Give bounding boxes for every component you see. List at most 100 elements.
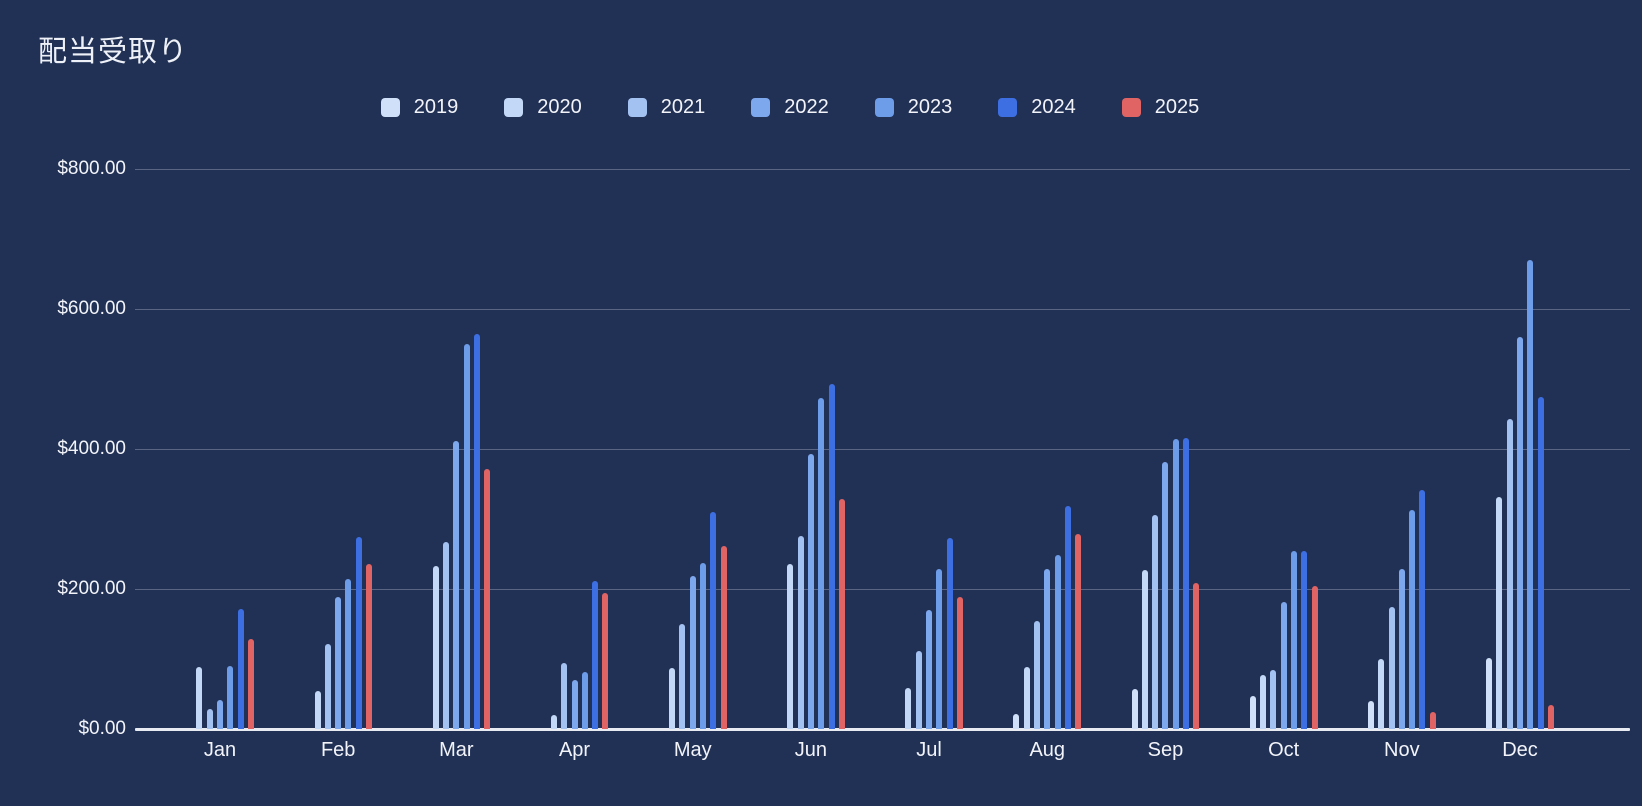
bar-2023-Sep[interactable] xyxy=(1172,439,1179,729)
bar-2020-Feb[interactable] xyxy=(314,691,321,729)
y-axis-label-600: $600.00 xyxy=(57,298,126,319)
bar-2022-Nov[interactable] xyxy=(1398,568,1405,729)
bar-2024-Feb[interactable] xyxy=(355,536,362,729)
bar-2022-Apr[interactable] xyxy=(571,680,578,729)
bar-2020-May[interactable] xyxy=(669,668,676,729)
bar-2020-Nov[interactable] xyxy=(1378,659,1385,729)
bar-2021-May[interactable] xyxy=(679,624,686,729)
legend-item-2023[interactable]: 2023 xyxy=(874,96,953,119)
bar-2020-Jul[interactable] xyxy=(905,687,912,729)
x-axis-label-Apr: Apr xyxy=(558,739,591,761)
bar-2020-Jun[interactable] xyxy=(787,563,794,729)
bar-2024-Aug[interactable] xyxy=(1064,506,1071,729)
y-axis-label-0: $0.00 xyxy=(78,718,126,739)
bar-2024-Dec[interactable] xyxy=(1537,396,1544,729)
bar-2025-Aug[interactable] xyxy=(1075,533,1082,729)
legend-item-2022[interactable]: 2022 xyxy=(751,96,829,119)
bar-2022-May[interactable] xyxy=(689,576,696,729)
bar-2021-Mar[interactable] xyxy=(443,542,450,729)
bar-2020-Oct[interactable] xyxy=(1260,675,1267,729)
bar-2023-Dec[interactable] xyxy=(1527,260,1534,729)
bar-2025-May[interactable] xyxy=(720,545,727,729)
legend-item-2019[interactable]: 2019 xyxy=(380,96,458,119)
legend-item-2020[interactable]: 2020 xyxy=(504,96,582,119)
bar-2021-Jul[interactable] xyxy=(915,650,922,729)
bar-2022-Dec[interactable] xyxy=(1516,337,1523,729)
bar-2025-Apr[interactable] xyxy=(602,592,609,729)
bar-2021-Nov[interactable] xyxy=(1388,606,1395,729)
bar-2025-Jun[interactable] xyxy=(838,499,845,729)
x-axis-label-Jan: Jan xyxy=(203,739,237,761)
bar-2024-Oct[interactable] xyxy=(1301,550,1308,729)
y-axis-label-200: $200.00 xyxy=(57,578,126,599)
bar-2020-Apr[interactable] xyxy=(550,715,557,729)
bar-2024-Apr[interactable] xyxy=(592,580,599,729)
bar-2025-Oct[interactable] xyxy=(1311,586,1318,729)
bar-2024-Mar[interactable] xyxy=(473,334,480,729)
bar-2023-May[interactable] xyxy=(700,563,707,729)
chart-legend: 2019 2020 2021 2022 2023 2024 2025 xyxy=(0,96,1580,119)
bar-2024-Jan[interactable] xyxy=(237,609,244,729)
bar-2023-Aug[interactable] xyxy=(1054,555,1061,729)
bar-2021-Apr[interactable] xyxy=(561,662,568,729)
legend-swatch-2023 xyxy=(874,98,894,117)
bar-2021-Oct[interactable] xyxy=(1270,669,1277,729)
x-axis-label-Jul: Jul xyxy=(916,739,942,761)
bar-2021-Jan[interactable] xyxy=(206,708,213,729)
bar-2025-Mar[interactable] xyxy=(484,469,491,729)
bar-2021-Aug[interactable] xyxy=(1033,620,1040,729)
bar-2021-Dec[interactable] xyxy=(1506,418,1513,729)
bar-2022-Aug[interactable] xyxy=(1044,569,1051,729)
bar-2021-Feb[interactable] xyxy=(324,644,331,729)
bar-2019-Sep[interactable] xyxy=(1131,689,1138,729)
bar-2019-Nov[interactable] xyxy=(1367,701,1374,729)
bar-2019-Aug[interactable] xyxy=(1013,713,1020,729)
bar-2022-Jan[interactable] xyxy=(217,699,223,729)
bar-2020-Mar[interactable] xyxy=(432,565,439,729)
bar-2021-Sep[interactable] xyxy=(1152,514,1159,729)
legend-label-2023: 2023 xyxy=(907,96,953,118)
legend-item-2024[interactable]: 2024 xyxy=(998,96,1076,119)
legend-label-2024: 2024 xyxy=(1031,96,1076,118)
bar-2022-Oct[interactable] xyxy=(1280,602,1287,729)
bar-2023-Nov[interactable] xyxy=(1409,509,1416,729)
bar-2023-Jun[interactable] xyxy=(818,397,825,729)
bar-2020-Dec[interactable] xyxy=(1496,496,1503,729)
bar-2023-Jan[interactable] xyxy=(227,666,234,729)
bar-2024-Jul[interactable] xyxy=(946,537,953,729)
bar-2024-May[interactable] xyxy=(710,512,717,729)
bar-2022-Jun[interactable] xyxy=(807,453,814,729)
bar-2022-Feb[interactable] xyxy=(335,597,342,729)
bar-2023-Oct[interactable] xyxy=(1290,550,1297,729)
bar-2025-Jul[interactable] xyxy=(956,597,963,729)
legend-label-2022: 2022 xyxy=(784,96,829,118)
bar-2024-Jun[interactable] xyxy=(828,383,835,729)
bar-2019-Oct[interactable] xyxy=(1249,696,1256,729)
legend-swatch-2022 xyxy=(751,98,771,117)
bar-2022-Sep[interactable] xyxy=(1162,462,1169,729)
bar-2024-Nov[interactable] xyxy=(1419,489,1426,729)
bar-2025-Nov[interactable] xyxy=(1429,712,1436,729)
bar-2020-Aug[interactable] xyxy=(1023,666,1030,729)
bar-2024-Sep[interactable] xyxy=(1183,437,1190,729)
bar-2023-Jul[interactable] xyxy=(936,569,943,729)
bar-2020-Sep[interactable] xyxy=(1141,570,1148,729)
bar-2020-Jan[interactable] xyxy=(196,667,203,729)
gridline-200 xyxy=(135,589,1630,590)
bar-2022-Jul[interactable] xyxy=(926,610,933,729)
legend-item-2025[interactable]: 2025 xyxy=(1121,96,1199,119)
bar-2023-Mar[interactable] xyxy=(463,344,470,729)
legend-swatch-2025 xyxy=(1121,98,1141,117)
bar-2025-Jan[interactable] xyxy=(247,638,254,729)
bar-2025-Feb[interactable] xyxy=(366,563,373,729)
x-axis-label-Dec: Dec xyxy=(1502,739,1538,761)
bar-2023-Feb[interactable] xyxy=(345,579,352,729)
legend-item-2021[interactable]: 2021 xyxy=(627,96,705,119)
bar-2022-Mar[interactable] xyxy=(453,441,460,729)
bar-2019-Dec[interactable] xyxy=(1486,657,1493,729)
bar-2023-Apr[interactable] xyxy=(581,671,588,729)
x-axis-label-Mar: Mar xyxy=(439,739,474,761)
bar-2025-Dec[interactable] xyxy=(1547,705,1554,729)
bar-2021-Jun[interactable] xyxy=(797,535,804,729)
bar-2025-Sep[interactable] xyxy=(1193,582,1200,729)
